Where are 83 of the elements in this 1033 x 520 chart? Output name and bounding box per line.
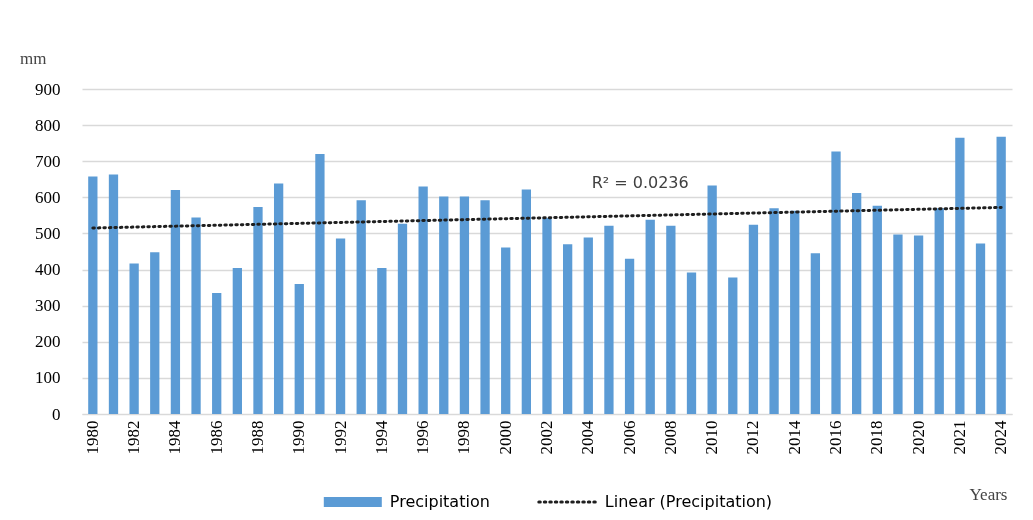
y-tick-label: 400 [35,260,61,280]
x-tick-label: 2021 [949,420,969,455]
bar [872,205,882,414]
x-tick-label: 1994 [371,420,391,455]
legend-label: Precipitation [389,492,490,511]
bar [439,196,449,414]
bar [563,244,573,414]
bar [893,234,903,414]
bar [501,247,511,414]
bar [273,183,284,414]
bar [934,208,944,414]
x-tick-label: 1984 [165,420,185,455]
bar [645,219,655,414]
x-tick-label: 2020 [908,420,928,455]
bar [232,268,242,414]
bar [913,235,924,414]
x-tick-label: 2004 [578,420,598,455]
bar [790,210,800,414]
bar [315,154,325,414]
bar [748,224,759,414]
bar [335,238,346,414]
bar [212,293,222,414]
bar [604,225,614,414]
annotation: R² = 0.0236 [591,173,689,193]
bar [769,208,779,414]
bar [686,272,697,414]
bar [459,196,470,414]
x-tick-label: 2018 [867,420,887,455]
bar [975,243,986,414]
x-tick-label: 1992 [330,420,350,455]
x-tick-label: 2024 [991,420,1011,455]
bar [480,200,490,414]
y-tick-label: 100 [35,368,61,388]
y-tick-label: 200 [35,332,61,352]
bar [418,186,428,414]
bar [810,253,821,414]
x-tick-label: 2008 [660,420,680,455]
bar [253,207,263,414]
x-tick-label: 1982 [124,420,144,455]
bar [170,190,181,414]
x-tick-label: 2012 [743,420,763,455]
x-tick-label: 1986 [206,420,226,455]
y-tick-label: 500 [35,223,61,243]
bar [624,258,635,414]
bar [852,193,862,414]
bar [150,252,160,414]
x-tick-label: 1988 [247,420,267,455]
x-tick-label: 2006 [619,420,639,455]
y-tick-label: 0 [52,404,61,424]
bar [191,217,201,414]
bar [666,225,676,414]
y-tick-label: 900 [35,79,61,99]
y-tick-label: 600 [35,187,61,207]
bar [88,176,98,414]
y-tick-label: 300 [35,296,61,316]
bar [108,174,119,414]
x-tick-label: 2014 [784,420,804,455]
bar [831,151,841,414]
bar [356,200,366,414]
y-tick-label: 700 [35,151,61,171]
bar [129,263,139,414]
bar [707,185,717,414]
bar [728,277,738,414]
bar [377,268,387,414]
x-axis-title: Years [969,484,1008,504]
x-tick-label: 1990 [289,420,309,455]
x-tick-label: 2002 [537,420,556,455]
x-tick-label: 1980 [82,420,102,455]
legend-label: Linear (Precipitation) [604,492,773,511]
x-tick-label: 2000 [495,420,515,455]
y-axis-title: mm [20,49,47,68]
bar [521,189,531,414]
bar [397,223,408,414]
bar [542,217,552,414]
bar [294,284,304,414]
y-tick-label: 800 [35,115,61,135]
bar [583,237,593,414]
bar [996,136,1006,414]
x-tick-label: 2016 [826,420,846,455]
x-tick-label: 2010 [702,420,722,455]
x-tick-label: 1996 [413,420,433,455]
x-tick-label: 1998 [454,420,474,455]
bar [955,137,965,414]
